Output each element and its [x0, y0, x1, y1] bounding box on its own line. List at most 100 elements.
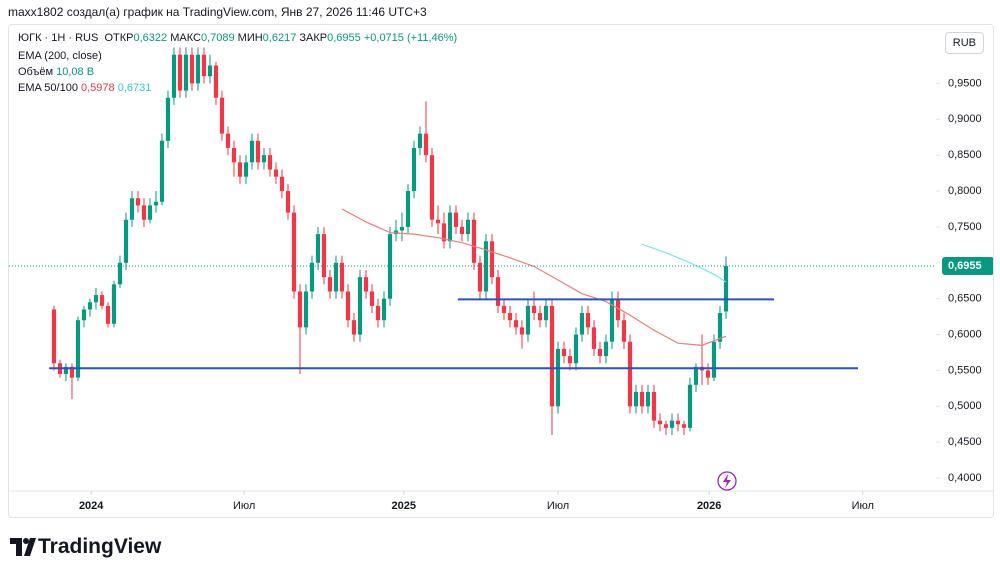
candle-body [507, 313, 513, 321]
candle-body [597, 348, 603, 357]
candle-body [435, 219, 441, 224]
candle-body [663, 424, 669, 428]
candle-body [201, 54, 207, 77]
candle-body [147, 205, 153, 220]
last-price-badge [942, 257, 993, 276]
candle-body [459, 226, 465, 235]
candle-body [627, 341, 633, 407]
brand-logo [10, 538, 36, 556]
candle-body [633, 391, 639, 407]
y-tick-label: 0,9000 [948, 113, 982, 125]
currency-button[interactable]: RUB [944, 32, 984, 54]
y-tick-label: 0,7500 [948, 221, 982, 233]
x-tick-label: Июл [233, 500, 255, 512]
x-tick-label: Июл [852, 500, 874, 512]
candle-body [177, 54, 183, 91]
y-tick-label: 0,4500 [948, 436, 982, 448]
candle-body [417, 133, 423, 148]
candle-body [303, 291, 309, 328]
candle-body [525, 305, 531, 335]
candle-body [603, 341, 609, 357]
candle-body [279, 176, 285, 192]
candle-body [117, 262, 123, 285]
candle-body [609, 298, 615, 342]
ema-line [341, 208, 727, 346]
volume: 10,08 B [56, 66, 95, 78]
candle-body [531, 305, 537, 314]
x-tick-label: 2026 [697, 500, 721, 512]
candle-body [207, 65, 213, 77]
candle-body [87, 302, 93, 310]
candle-body [405, 191, 411, 227]
candle-body [639, 391, 645, 407]
candle-body [495, 277, 501, 306]
volume-label: Объём [18, 66, 54, 78]
candle-body [129, 198, 135, 220]
candle-body [333, 262, 339, 292]
candle-body [219, 97, 225, 134]
brand: TradingView [38, 535, 162, 558]
candle-body [573, 334, 579, 364]
ema50: 0,5978 [81, 82, 115, 94]
chart: 0,4000 0,4500 0,5000 0,5500 0,6000 0,6500 0,70… [9, 25, 993, 517]
candle-body [345, 291, 351, 321]
candle-body [621, 320, 627, 342]
candle-body [387, 234, 393, 299]
candle-body [231, 147, 237, 163]
candle-body [549, 305, 555, 407]
candle-body [591, 327, 597, 349]
candle-body [225, 133, 231, 148]
header: maxx1802 создал(а) график на TradingView… [8, 5, 427, 19]
candle-body [183, 54, 189, 91]
candle-body [153, 201, 159, 206]
candle-body [675, 420, 681, 425]
candle-body [723, 266, 729, 312]
y-tick-label: 0,8000 [948, 185, 982, 197]
y-tick-label: 0,6500 [948, 293, 982, 305]
candle-body [111, 284, 117, 324]
events-icon [717, 471, 737, 491]
candle-body [453, 212, 459, 227]
candle-body [135, 198, 141, 206]
low: 0,6217 [262, 32, 297, 44]
candle-body [585, 313, 591, 328]
candle-body [357, 277, 363, 335]
y-tick-label: 0,6000 [948, 328, 982, 340]
candle-body [489, 241, 495, 278]
ema-line [641, 243, 727, 283]
candle-body [297, 291, 303, 328]
candle-body [339, 262, 345, 292]
volume-row: Объём 10,08 B [18, 66, 94, 78]
candle-body [687, 384, 693, 428]
candle-body [369, 291, 375, 306]
chart-frame: 0,4000 0,4500 0,5000 0,5500 0,6000 0,6500 0,70… [8, 24, 994, 518]
candle-body [63, 366, 69, 375]
candle-body [51, 309, 57, 364]
candle-body [351, 320, 357, 335]
candle-body [381, 298, 387, 321]
y-tick-label: 0,9500 [948, 77, 982, 89]
candle-body [483, 241, 489, 292]
events-bolt [723, 474, 731, 488]
candle-body [261, 155, 267, 163]
candle-body [69, 366, 75, 378]
candle-body [267, 155, 273, 170]
candle-body [711, 341, 717, 378]
candle-body [321, 234, 327, 278]
candle-body [243, 162, 249, 177]
last-price-label: 0,6955 [948, 260, 982, 272]
candle-body [75, 320, 81, 378]
candle-body [327, 277, 333, 292]
legend-row: ЮГК · 1Н · RUS ОТКР0,6322 МАКС0,7089 МИН… [18, 32, 457, 44]
candle-body [165, 97, 171, 141]
candle-body [579, 313, 585, 335]
candle-body [519, 327, 525, 335]
high: 0,7089 [200, 32, 235, 44]
candle-body [447, 212, 453, 242]
symbol: ЮГК · 1Н · RUS [18, 32, 99, 44]
candle-body [249, 140, 255, 163]
candle-body [537, 313, 543, 321]
candle-body [171, 54, 177, 98]
open-label: ОТКР [104, 32, 134, 44]
